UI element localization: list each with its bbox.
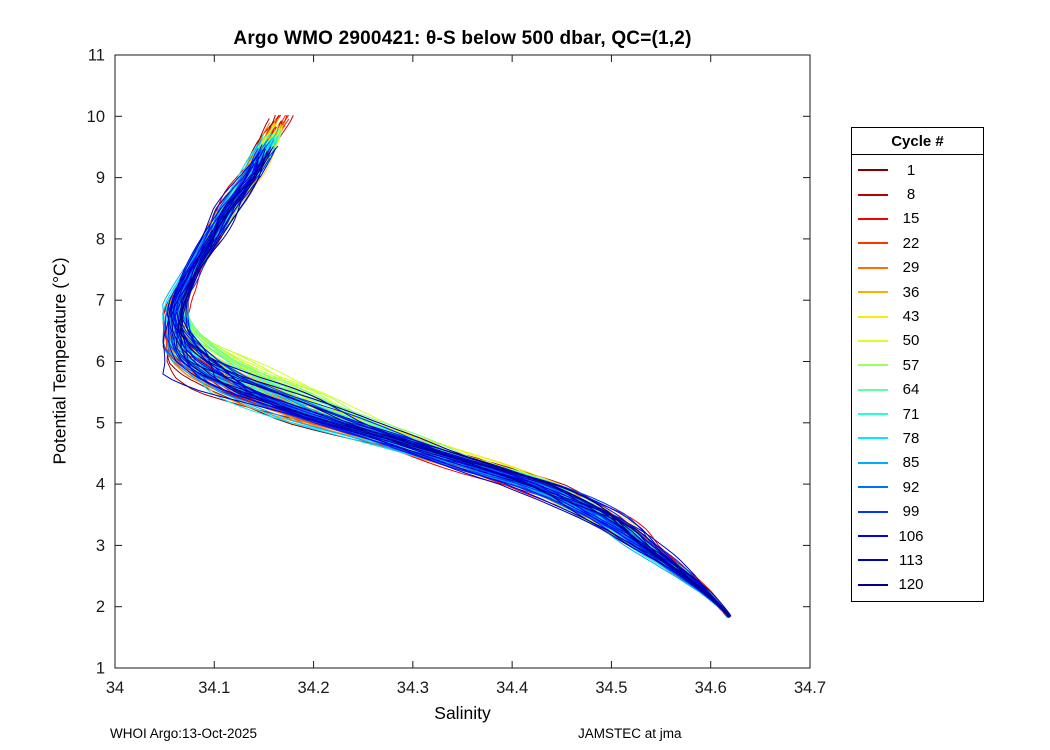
legend-line-swatch — [858, 193, 888, 196]
legend-line-swatch — [858, 339, 888, 342]
x-tick-label: 34.4 — [496, 679, 528, 697]
profile-curve — [162, 153, 728, 616]
legend-cycle-label: 8 — [906, 186, 916, 204]
legend-cycle-label: 120 — [898, 576, 924, 594]
x-axis-label: Salinity — [434, 703, 491, 723]
legend-line-swatch — [858, 413, 888, 416]
y-tick-label: 5 — [96, 414, 105, 432]
legend-cycle-label: 1 — [906, 161, 916, 179]
x-tick-label: 34.5 — [595, 679, 627, 697]
legend-line-swatch — [858, 315, 888, 318]
legend-entry: 92 — [852, 475, 983, 499]
legend-line-swatch — [858, 510, 888, 513]
legend-cycle-label: 29 — [902, 259, 920, 277]
legend-entry: 22 — [852, 231, 983, 255]
y-tick-label: 8 — [96, 230, 105, 248]
footer-left: WHOI Argo:13-Oct-2025 — [110, 726, 258, 741]
y-tick-label: 6 — [96, 353, 105, 371]
legend-entry: 99 — [852, 499, 983, 523]
legend: Cycle # 1 8 15 22 29 36 43 50 57 64 71 78 85 92 99 106 1… — [851, 127, 984, 603]
legend-title: Cycle # — [852, 128, 983, 155]
legend-cycle-label: 99 — [902, 503, 920, 521]
y-tick-label: 7 — [96, 292, 105, 310]
legend-cycle-label: 57 — [902, 356, 920, 374]
legend-line-swatch — [858, 217, 888, 220]
legend-entry: 71 — [852, 402, 983, 426]
y-tick-label: 4 — [96, 476, 105, 494]
legend-entry: 78 — [852, 426, 983, 450]
profile-curve — [167, 162, 728, 617]
legend-entry: 43 — [852, 304, 983, 328]
x-tick-label: 34.2 — [298, 679, 330, 697]
profile-curve — [181, 156, 730, 617]
profile-curve — [180, 166, 729, 618]
legend-cycle-label: 113 — [899, 551, 923, 569]
y-axis-label: Potential Temperature (°C) — [49, 257, 70, 465]
legend-entry: 36 — [852, 280, 983, 304]
legend-cycle-label: 36 — [902, 283, 920, 301]
x-tick-label: 34.6 — [695, 679, 727, 697]
legend-cycle-label: 78 — [902, 429, 920, 447]
profile-curve — [179, 150, 732, 617]
y-tick-label: 10 — [87, 108, 105, 126]
legend-entry: 113 — [852, 548, 983, 572]
legend-cycle-label: 92 — [902, 478, 920, 496]
legend-cycle-label: 50 — [902, 332, 920, 350]
legend-line-swatch — [858, 486, 888, 489]
legend-line-swatch — [858, 291, 888, 294]
legend-entry: 120 — [852, 573, 983, 597]
legend-line-swatch — [858, 535, 888, 538]
profile-curve — [171, 148, 728, 616]
legend-cycle-label: 85 — [902, 454, 920, 472]
legend-line-swatch — [858, 242, 888, 245]
legend-entry: 1 — [852, 158, 983, 182]
plot-title: Argo WMO 2900421: θ-S below 500 dbar, QC… — [233, 28, 692, 49]
legend-cycle-label: 64 — [902, 381, 920, 399]
profile-curve — [175, 149, 729, 616]
legend-line-swatch — [858, 437, 888, 440]
legend-cycle-label: 43 — [902, 308, 920, 326]
footer-right: JAMSTEC at jma — [578, 726, 682, 741]
legend-line-swatch — [858, 364, 888, 367]
legend-cycle-label: 106 — [898, 527, 924, 545]
legend-cycle-label: 71 — [902, 405, 920, 423]
y-tick-label: 9 — [96, 169, 105, 187]
legend-entry: 85 — [852, 451, 983, 475]
x-tick-label: 34.7 — [794, 679, 826, 697]
legend-entry: 8 — [852, 182, 983, 206]
profile-curve — [166, 160, 730, 617]
legend-line-swatch — [858, 266, 888, 269]
legend-entry: 57 — [852, 353, 983, 377]
legend-entries: 1 8 15 22 29 36 43 50 57 64 71 78 85 92 99 106 113 120 — [852, 155, 983, 601]
legend-line-swatch — [858, 583, 888, 586]
y-tick-label: 1 — [96, 660, 105, 678]
x-tick-label: 34.1 — [198, 679, 230, 697]
legend-cycle-label: 15 — [902, 210, 920, 228]
profile-curve — [173, 155, 729, 617]
y-tick-label: 3 — [96, 537, 105, 555]
legend-entry: 15 — [852, 207, 983, 231]
legend-line-swatch — [858, 388, 888, 391]
legend-entry: 50 — [852, 329, 983, 353]
legend-entry: 106 — [852, 524, 983, 548]
legend-entry: 29 — [852, 256, 983, 280]
x-tick-label: 34.3 — [397, 679, 429, 697]
legend-line-swatch — [858, 559, 888, 562]
y-tick-label: 11 — [88, 47, 105, 65]
legend-line-swatch — [858, 461, 888, 464]
legend-entry: 64 — [852, 378, 983, 402]
legend-line-swatch — [858, 169, 888, 172]
y-tick-label: 2 — [96, 598, 105, 616]
legend-cycle-label: 22 — [902, 234, 920, 252]
x-tick-label: 34 — [106, 679, 124, 697]
